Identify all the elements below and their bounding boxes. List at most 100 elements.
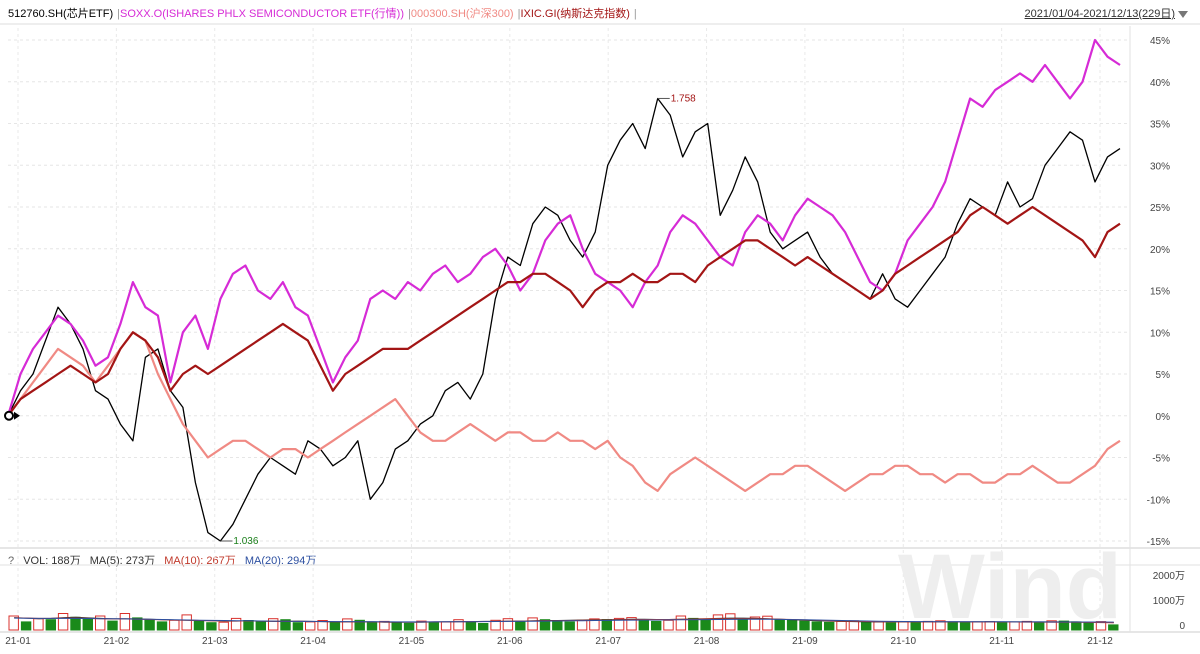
x-tick-label: 21-09: [792, 636, 818, 647]
volume-y-tick-label: 1000万: [1153, 596, 1185, 607]
volume-bar: [305, 621, 316, 631]
ma10-label: MA(10): 267万: [164, 555, 236, 567]
volume-bar: [564, 621, 575, 631]
volume-bar: [589, 618, 600, 631]
volume-bar: [230, 617, 242, 631]
legend-item-512760[interactable]: 512760.SH(芯片ETF): [8, 8, 114, 20]
volume-bar: [206, 622, 217, 631]
volume-bar: [675, 615, 687, 631]
volume-bar: [268, 618, 279, 631]
series-line: [6, 38, 1121, 417]
y-tick-label: 20%: [1150, 245, 1170, 256]
volume-bar: [626, 617, 637, 631]
volume-bar: [82, 619, 93, 631]
ma20-label: MA(20): 294万: [244, 555, 317, 567]
volume-bar: [181, 614, 192, 631]
volume-bar: [465, 621, 477, 631]
volume-bar: [836, 620, 847, 631]
legend-item-000300[interactable]: 000300.SH(沪深300): [410, 8, 514, 20]
volume-bar: [366, 621, 378, 631]
volume-bar: [156, 621, 168, 631]
x-tick-label: 21-02: [104, 636, 130, 647]
grid-layer: [0, 23, 1200, 633]
x-tick-label: 21-07: [595, 636, 621, 647]
volume-bar: [885, 622, 897, 631]
volume-bar: [725, 613, 736, 631]
volume-bar: [193, 620, 205, 631]
volume-bar: [947, 621, 958, 631]
y-tick-label: 30%: [1150, 161, 1170, 172]
date-range-selector[interactable]: 2021/01/04-2021/12/13(229日): [1025, 5, 1188, 21]
y-tick-label: -10%: [1147, 495, 1170, 506]
volume-bar: [440, 621, 452, 631]
volume-bar: [416, 620, 427, 631]
date-range-text[interactable]: 2021/01/04-2021/12/13(229日): [1024, 8, 1175, 20]
volume-bar: [651, 620, 662, 631]
series-line: [7, 331, 1121, 492]
volume-bar: [774, 619, 785, 631]
volume-bar: [972, 621, 983, 631]
y-tick-label: 40%: [1150, 78, 1170, 89]
series-line: [7, 97, 1121, 542]
help-icon[interactable]: ?: [8, 555, 15, 567]
dropdown-triangle-icon[interactable]: [1178, 10, 1188, 18]
volume-bar: [8, 615, 19, 631]
volume-bar: [354, 619, 365, 631]
volume-bars: [8, 613, 1119, 631]
volume-bar: [342, 618, 353, 631]
volume-bar: [329, 621, 341, 631]
volume-bar: [144, 619, 155, 631]
volume-bar: [243, 620, 254, 631]
y-tick-label: -5%: [1152, 454, 1170, 465]
legend-separator: |: [117, 8, 121, 20]
volume-bar: [1034, 621, 1045, 631]
volume-bar: [169, 619, 180, 631]
volume-bar: [601, 619, 612, 631]
volume-bar: [107, 620, 118, 631]
volume-bar: [57, 613, 69, 631]
volume-bar: [737, 618, 748, 631]
legend-separator: |: [633, 8, 637, 20]
volume-bar: [799, 620, 810, 631]
volume-bar: [749, 616, 761, 631]
y-tick-label: 10%: [1150, 328, 1170, 339]
axis-labels: 45% 40% 35% 30% 25% 20% 15% 10% 5% 0% -5% -10% -15% 2…: [5, 36, 1185, 647]
y-tick-label: 5%: [1156, 370, 1171, 381]
legend-separator: |: [408, 8, 411, 20]
y-tick-label: 45%: [1150, 36, 1170, 47]
volume-bar: [292, 622, 304, 631]
volume-legend: ? VOL: 188万 MA(5): 273万 MA(10): 267万 MA(…: [8, 552, 322, 568]
volume-bar: [33, 618, 44, 631]
volume-bar: [255, 621, 267, 631]
x-tick-label: 21-06: [497, 636, 523, 647]
volume-bar: [502, 618, 514, 631]
volume-bar: [762, 615, 773, 631]
annotations: 1.758 1.036: [220, 93, 696, 547]
volume-bar: [1046, 620, 1057, 631]
legend-item-ixic[interactable]: IXIC.GI(纳斯达克指数): [520, 8, 630, 20]
volume-bar: [70, 616, 81, 631]
volume-bar: [700, 619, 711, 631]
volume-bar: [1083, 621, 1094, 631]
legend-item-soxx[interactable]: SOXX.O(ISHARES PHLX SEMICONDUCTOR ETF(行情…: [120, 8, 405, 20]
volume-bar: [935, 620, 946, 631]
volume-bar: [478, 623, 489, 631]
volume-bar: [996, 622, 1008, 631]
volume-bar: [552, 621, 563, 631]
chart-legend: 512760.SH(芯片ETF) |SOXX.O(ISHARES PHLX SEM…: [8, 5, 637, 21]
x-tick-label: 21-11: [989, 636, 1014, 647]
y-tick-label: 35%: [1150, 120, 1170, 131]
series-line: [7, 205, 1121, 417]
volume-bar: [527, 617, 538, 631]
x-tick-label: 21-10: [890, 636, 916, 647]
x-tick-label: 21-04: [300, 636, 326, 647]
volume-bar: [391, 622, 402, 631]
y-tick-label: -15%: [1147, 537, 1170, 548]
volume-bar: [539, 619, 551, 631]
volume-bar: [1108, 624, 1119, 631]
volume-y-tick-label: 0: [1179, 621, 1185, 632]
volume-bar: [688, 617, 699, 631]
volume-bar: [898, 621, 909, 631]
volume-bar: [490, 619, 501, 631]
